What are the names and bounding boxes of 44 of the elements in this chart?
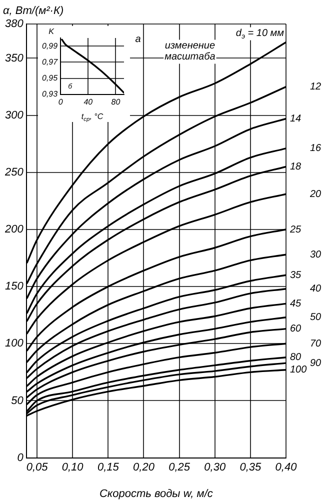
y-tick-label: 150 xyxy=(4,280,24,293)
series-label: 14 xyxy=(290,114,302,125)
x-tick-label: 0,20 xyxy=(133,461,156,474)
y-tick-label: 0 xyxy=(17,452,24,464)
x-tick-label: 0,40 xyxy=(275,461,298,474)
series-label: 100 xyxy=(290,364,308,376)
series-label: 80 xyxy=(290,352,302,364)
text: 70 xyxy=(310,338,322,350)
text: 50 xyxy=(310,312,322,324)
text: 16 xyxy=(310,143,322,154)
annotation: изменение масштаба xyxy=(164,40,216,62)
series-label: 18 xyxy=(290,161,302,172)
series-label: 25 xyxy=(289,224,302,236)
annotation: а xyxy=(135,34,142,45)
y-tick-label: 250 xyxy=(4,166,24,178)
text: 30 xyxy=(310,249,322,260)
x-tick-label: 0,25 xyxy=(168,461,191,474)
text: 20 xyxy=(309,188,322,200)
y-tick-label: 50 xyxy=(11,394,24,407)
y-tick-label: 380 xyxy=(4,18,24,30)
y-tick-label: 0,97 xyxy=(42,57,58,66)
text: 90 xyxy=(310,358,322,369)
y-tick-label: 0,99 xyxy=(42,41,58,50)
x-tick-label: 40 xyxy=(84,97,94,106)
y-tick-label: 0,93 xyxy=(42,90,58,99)
y-tick-label: 100 xyxy=(4,338,24,350)
x-tick-label: 0,35 xyxy=(240,461,262,474)
series-label: 45 xyxy=(290,298,302,310)
y-tick-label: 0,95 xyxy=(42,74,58,83)
x-tick-label: 0,30 xyxy=(204,461,226,474)
y-axis-title: K xyxy=(48,27,55,36)
x-tick-label: 80 xyxy=(111,97,121,106)
x-tick-label: 0,15 xyxy=(97,461,120,474)
y-tick-label: 350 xyxy=(4,52,24,64)
y-tick-label: 200 xyxy=(4,224,24,236)
text: 40 xyxy=(310,284,322,295)
series-label: 35 xyxy=(290,270,302,281)
series-label: 60 xyxy=(290,324,302,335)
x-tick-label: 0,05 xyxy=(26,461,49,474)
text: 12 xyxy=(310,82,322,93)
y-tick-label: 300 xyxy=(4,109,24,122)
x-axis-title: Скорость воды w, м/с xyxy=(99,488,214,500)
x-tick-label: 0,10 xyxy=(62,461,84,474)
y-axis-title: α, Вт/(м²·К) xyxy=(3,5,64,18)
